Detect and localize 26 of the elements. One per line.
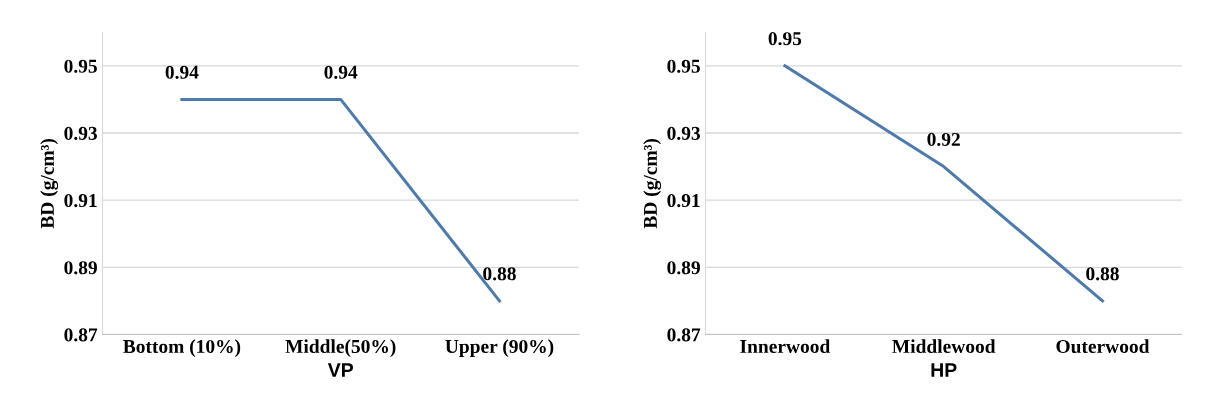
y-axis-title: BD (g/cm³) bbox=[40, 138, 59, 229]
y-axis-title: BD (g/cm³) bbox=[643, 138, 662, 229]
x-tick-label: Middlewood bbox=[892, 339, 996, 354]
y-tick-label: 0.91 bbox=[667, 193, 700, 208]
y-tick-label: 0.89 bbox=[667, 261, 700, 275]
x-axis-title: VP bbox=[327, 363, 353, 377]
x-tick-label: Innerwood bbox=[740, 339, 831, 354]
data-label: 0.94 bbox=[165, 65, 199, 79]
data-label: 0.88 bbox=[483, 267, 516, 281]
x-tick-label: Upper (90%) bbox=[445, 339, 554, 357]
y-tick-label: 0.93 bbox=[64, 126, 97, 141]
y-tick-label: 0.93 bbox=[667, 126, 700, 141]
y-tick-label: 0.95 bbox=[667, 59, 700, 73]
y-tick-label: 0.91 bbox=[64, 193, 97, 208]
x-tick-label: Middle(50%) bbox=[285, 339, 396, 357]
x-tick-label: Outerwood bbox=[1056, 339, 1150, 354]
y-tick-label: 0.89 bbox=[64, 261, 97, 275]
x-tick-label: Bottom (10%) bbox=[123, 339, 241, 357]
data-label: 0.95 bbox=[768, 32, 802, 46]
y-tick-label: 0.95 bbox=[64, 59, 97, 73]
y-tick-label: 0.87 bbox=[64, 328, 98, 342]
data-label: 0.88 bbox=[1086, 267, 1119, 281]
x-axis-title: HP bbox=[931, 363, 957, 377]
data-label: 0.92 bbox=[927, 132, 960, 147]
data-label: 0.94 bbox=[324, 65, 358, 79]
y-tick-label: 0.87 bbox=[667, 328, 701, 342]
